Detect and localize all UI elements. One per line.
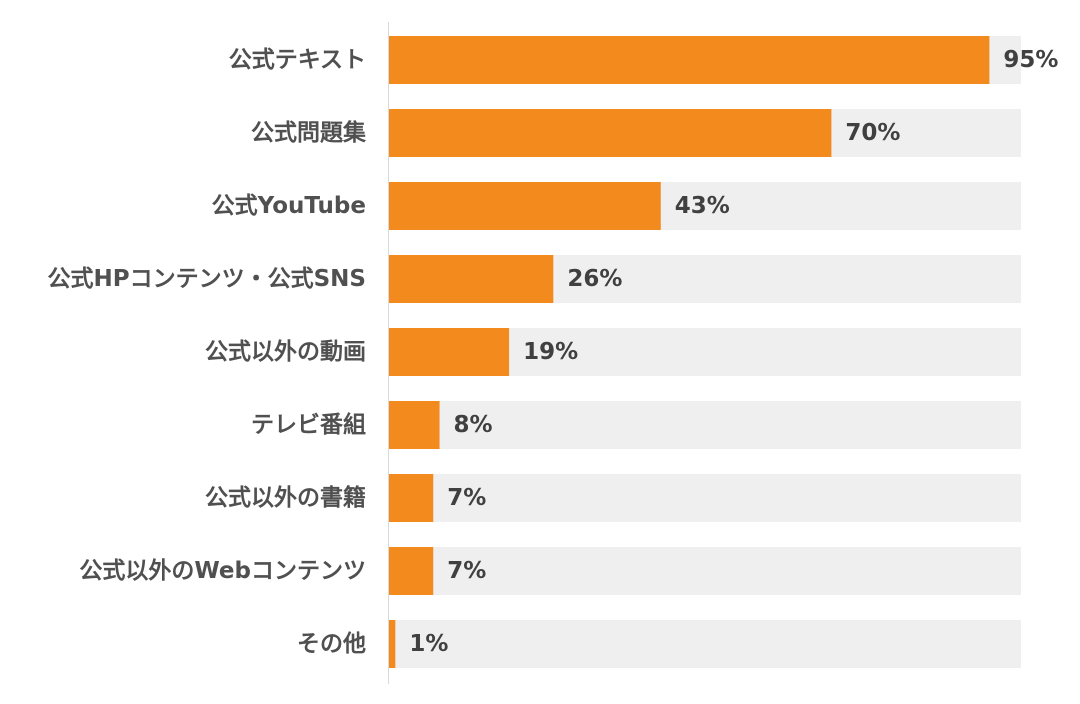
value-label: 43%: [675, 193, 730, 219]
category-label: 公式YouTube: [212, 193, 366, 219]
category-label: 公式問題集: [251, 119, 367, 146]
category-label: テレビ番組: [251, 411, 366, 438]
bar-track: [389, 474, 1021, 522]
value-label: 8%: [454, 412, 493, 438]
value-label: 1%: [409, 631, 448, 657]
bar: [389, 474, 434, 522]
value-label: 19%: [523, 339, 578, 365]
bar-track: [389, 547, 1021, 595]
bar: [389, 182, 661, 230]
bar: [389, 328, 510, 376]
bar: [389, 255, 554, 303]
bar: [389, 547, 434, 595]
value-label: 26%: [567, 266, 622, 292]
bar: [389, 401, 440, 449]
bar-track: [389, 620, 1021, 668]
value-label: 7%: [447, 485, 486, 511]
category-label: 公式以外の動画: [205, 338, 366, 365]
value-label: 95%: [1003, 47, 1058, 73]
value-label: 70%: [845, 120, 900, 146]
bar: [389, 36, 990, 84]
category-label: 公式HPコンテンツ・公式SNS: [48, 266, 367, 292]
bar-track: [389, 401, 1021, 449]
bar: [389, 109, 832, 157]
category-label: その他: [297, 631, 366, 657]
bar: [389, 620, 396, 668]
category-label: 公式以外の書籍: [205, 484, 366, 511]
value-label: 7%: [447, 558, 486, 584]
category-label: 公式以外のWebコンテンツ: [79, 557, 366, 584]
category-label: 公式テキスト: [229, 47, 366, 73]
